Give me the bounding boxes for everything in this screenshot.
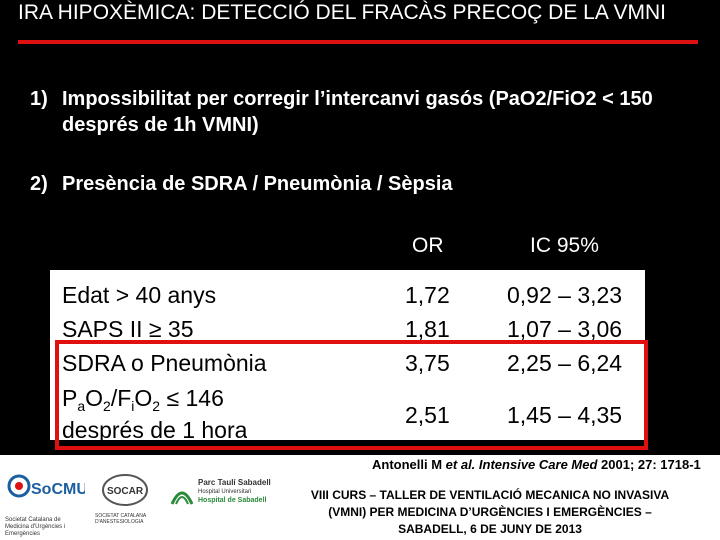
socar-subtitle: SOCIETAT CATALANA D'ANESTESIOLOGIA	[95, 513, 146, 525]
row-or-saps: 1,81	[405, 316, 450, 342]
item-1-text: Impossibilitat per corregir l’intercanvi…	[62, 88, 653, 136]
footer-band	[0, 455, 720, 540]
hospital-logo-mark	[170, 491, 194, 505]
socar-logo: SOCAR SOCIETAT CATALANA D'ANESTESIOLOGIA	[95, 468, 155, 534]
socmue-logo-mark: SoCMUE	[7, 474, 99, 498]
row-label-age: Edat > 40 anys	[62, 282, 217, 308]
row-ic-sdra: 2,25 – 6,24	[507, 350, 623, 376]
hospital-name-2: Hospital Universitari	[198, 489, 252, 495]
hospital-name-1: Parc Taulí Sabadell	[198, 478, 271, 487]
footer-course-text: VIII CURS – TALLER DE VENTILACIÓ MECANIC…	[270, 487, 710, 538]
row-or-sdra: 3,75	[405, 350, 450, 376]
or-header: OR	[412, 234, 444, 257]
odds-ratio-table	[50, 270, 645, 440]
footer-line-2: (VMNI) PER MEDICINA D’URGÈNCIES I EMERGÈ…	[328, 505, 652, 519]
socmue-logo: SoCMUE Societat Catalana de Medicina d'U…	[5, 466, 99, 537]
row-ic-pafi: 1,45 – 4,35	[507, 402, 623, 428]
socmue-subtitle: Societat Catalana de Medicina d'Urgèncie…	[5, 517, 66, 537]
title-underline	[18, 40, 698, 44]
row-ic-age: 0,92 – 3,23	[507, 282, 623, 308]
socar-logo-mark: SOCAR	[102, 474, 148, 506]
citation: Antonelli M et al. Intensive Care Med 20…	[372, 457, 701, 472]
item-2-text: Presència de SDRA / Pneumònia / Sèpsia	[62, 173, 453, 195]
row-label-pafi: PaO2/FiO2 ≤ 146	[62, 385, 224, 414]
row-label-sdra: SDRA o Pneumònia	[62, 350, 267, 376]
svg-text:SoCMUE: SoCMUE	[31, 481, 85, 498]
row-or-pafi: 2,51	[405, 402, 450, 428]
highlight-box	[55, 340, 648, 450]
footer-line-3: SABADELL, 6 DE JUNY DE 2013	[398, 522, 582, 536]
row-ic-saps: 1,07 – 3,06	[507, 316, 623, 342]
ic-header: IC 95%	[530, 234, 599, 257]
row-label-saps: SAPS II ≥ 35	[62, 316, 194, 342]
footer-line-1: VIII CURS – TALLER DE VENTILACIÓ MECANIC…	[310, 488, 670, 502]
item-2-number: 2)	[30, 173, 48, 195]
hospital-name-3: Hospital de Sabadell	[198, 497, 267, 504]
hospital-logo: Parc Taulí Sabadell Hospital Universitar…	[168, 470, 271, 530]
row-or-age: 1,72	[405, 282, 450, 308]
page-title: IRA HIPOXÈMICA: DETECCIÓ DEL FRACÀS PREC…	[18, 1, 667, 24]
row-label-pafi-line2: després de 1 hora	[62, 417, 248, 440]
svg-text:SOCAR: SOCAR	[107, 486, 144, 497]
item-1-number: 1)	[30, 88, 48, 110]
